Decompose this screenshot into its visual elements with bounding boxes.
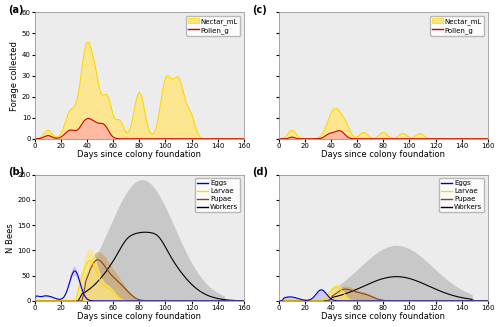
X-axis label: Days since colony foundation: Days since colony foundation [322, 150, 446, 159]
Legend: Eggs, Larvae, Pupae, Workers: Eggs, Larvae, Pupae, Workers [440, 178, 484, 213]
X-axis label: Days since colony foundation: Days since colony foundation [78, 150, 202, 159]
X-axis label: Days since colony foundation: Days since colony foundation [322, 312, 446, 321]
Text: (c): (c) [252, 5, 266, 15]
Legend: Eggs, Larvae, Pupae, Workers: Eggs, Larvae, Pupae, Workers [196, 178, 240, 213]
Legend: Nectar_mL, Pollen_g: Nectar_mL, Pollen_g [430, 16, 484, 36]
Text: (b): (b) [8, 167, 24, 177]
Y-axis label: N Bees: N Bees [6, 223, 15, 252]
Text: (a): (a) [8, 5, 24, 15]
Text: (d): (d) [252, 167, 268, 177]
Y-axis label: Forage collected: Forage collected [10, 41, 19, 111]
Legend: Nectar_mL, Pollen_g: Nectar_mL, Pollen_g [186, 16, 240, 36]
X-axis label: Days since colony foundation: Days since colony foundation [78, 312, 202, 321]
